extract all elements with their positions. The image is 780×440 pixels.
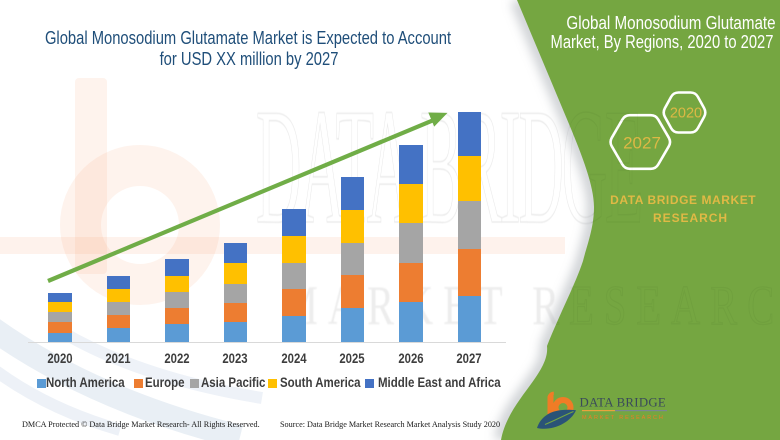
svg-text:2020: 2020	[670, 106, 702, 122]
svg-text:DATA BRIDGE: DATA BRIDGE	[580, 395, 667, 409]
svg-text:2027: 2027	[623, 134, 661, 153]
svg-text:MARKET RESEARCH: MARKET RESEARCH	[582, 415, 665, 421]
